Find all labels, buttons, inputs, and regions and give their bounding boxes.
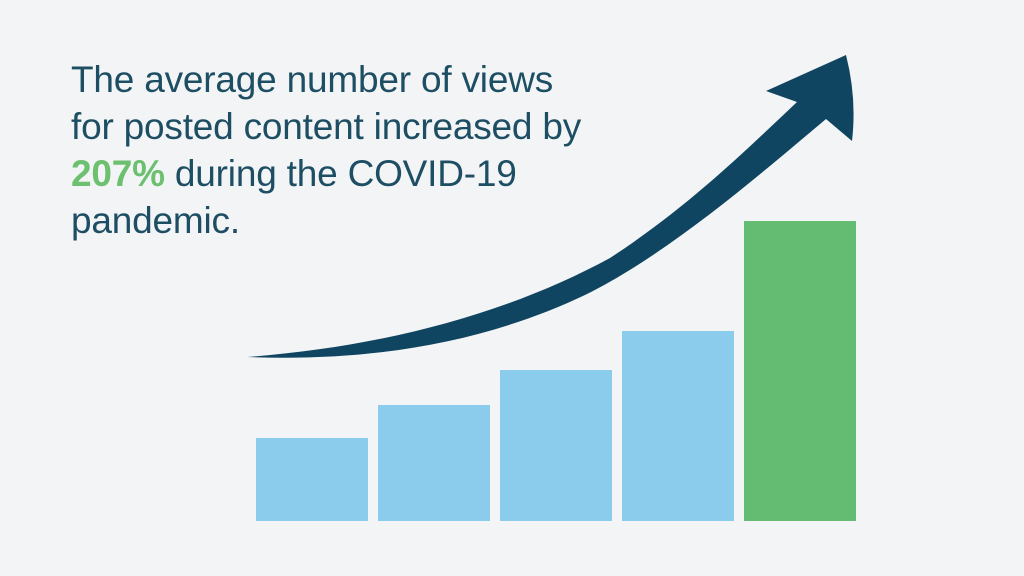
headline-line-3-rest: during the COVID-19 <box>164 153 517 194</box>
headline-line-1: The average number of views <box>71 59 554 100</box>
bar <box>500 370 612 521</box>
stat-percentage: 207% <box>71 153 165 194</box>
headline-line-2: for posted content increased by <box>71 106 582 147</box>
bar-highlighted <box>744 221 856 521</box>
bar-chart <box>256 221 856 521</box>
headline-line-4: pandemic. <box>71 200 240 241</box>
bar <box>256 438 368 521</box>
bar <box>378 405 490 521</box>
headline: The average number of views for posted c… <box>71 56 581 244</box>
headline-line-3: 207% during the COVID-19 <box>71 150 581 197</box>
bar <box>622 331 734 521</box>
